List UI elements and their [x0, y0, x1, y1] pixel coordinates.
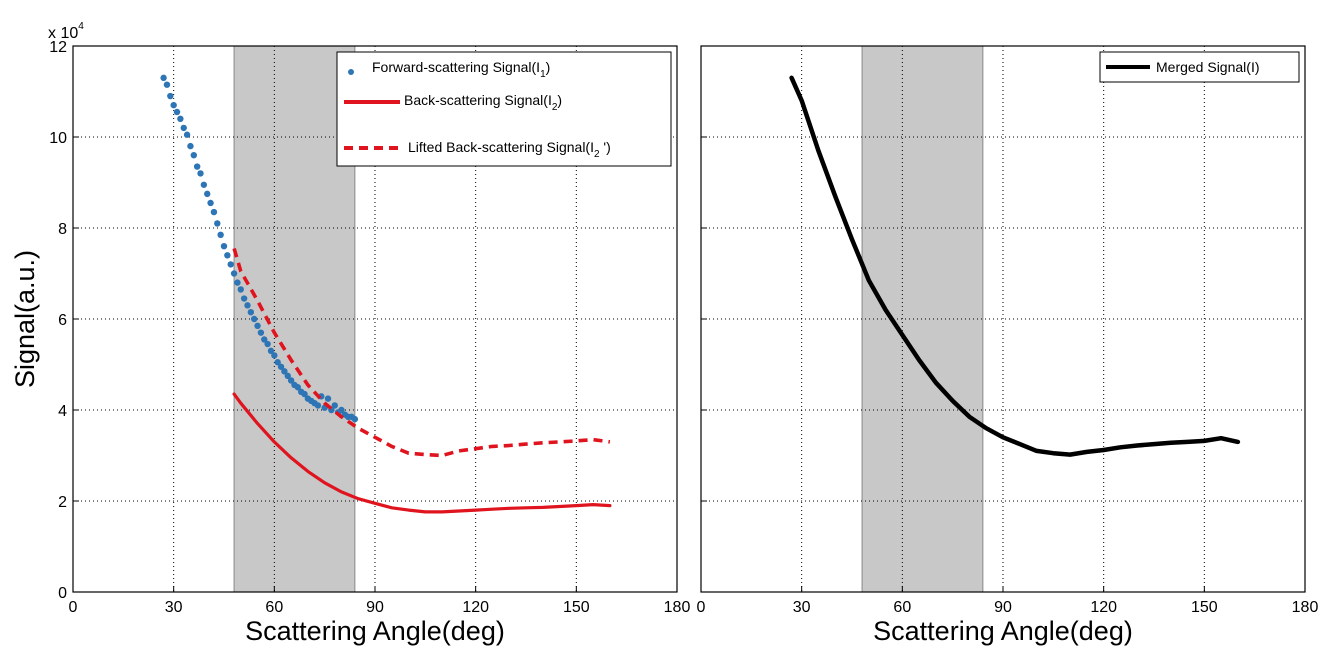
- left-x-axis-label: Scattering Angle(deg): [245, 616, 505, 646]
- y-tick-label: 12: [49, 39, 67, 56]
- series-forward-scattering: [160, 74, 359, 423]
- y-tick-label: 10: [49, 130, 67, 147]
- x-tick-label: 120: [1090, 599, 1117, 616]
- x-tick-label: 180: [664, 599, 691, 616]
- left-legend: Forward-scattering Signal(I1) Back-scatt…: [336, 51, 672, 167]
- data-point: [271, 352, 278, 359]
- series-lifted-back-scattering-line: [232, 247, 611, 458]
- y-tick-label: 0: [58, 585, 67, 602]
- data-point: [170, 101, 177, 109]
- data-point: [351, 415, 359, 423]
- data-point: [193, 163, 201, 170]
- legend-lifted-label: Lifted Back-scattering Signal(I2 '): [408, 139, 611, 160]
- data-point: [294, 384, 302, 391]
- y-tick-label: 6: [58, 312, 67, 329]
- data-point: [261, 336, 268, 343]
- data-point: [331, 402, 338, 409]
- data-point: [217, 231, 224, 239]
- x-tick-label: 90: [994, 599, 1012, 616]
- data-point: [207, 199, 214, 207]
- data-point: [177, 115, 184, 123]
- right-shaded-region: [861, 45, 984, 593]
- legend-item-forward-scattering: Forward-scattering Signal(I1): [348, 59, 550, 80]
- data-point: [264, 340, 271, 348]
- series-merged-signal-line: [789, 75, 1241, 457]
- shaded-region-rect: [861, 45, 984, 593]
- left-x-tick-labels: 0 30 60 90 120 150 180: [69, 586, 691, 616]
- data-point: [237, 286, 244, 293]
- left-series-group: [160, 74, 612, 514]
- x-tick-label: 90: [366, 599, 384, 616]
- right-legend: Merged Signal(I): [1099, 51, 1300, 83]
- data-point: [277, 363, 285, 370]
- x-tick-label: 30: [165, 599, 183, 616]
- right-series-group: [789, 75, 1241, 457]
- y-tick-label: 8: [58, 221, 67, 238]
- data-point: [267, 347, 275, 355]
- legend-back-label: Back-scattering Signal(I2): [404, 92, 562, 113]
- data-point: [163, 81, 171, 88]
- left-y-tick-labels: 0 2 4 6 8 10 12: [49, 39, 79, 602]
- data-point: [251, 315, 258, 323]
- legend-item-lifted-back-scattering: Lifted Back-scattering Signal(I2 '): [344, 139, 611, 160]
- left-y-multiplier: x 104: [48, 21, 84, 42]
- data-point: [210, 208, 218, 216]
- x-tick-label: 60: [893, 599, 911, 616]
- data-point: [254, 322, 261, 330]
- series-back-scattering-line: [232, 392, 612, 514]
- data-point: [227, 261, 234, 268]
- data-point: [257, 329, 265, 336]
- data-point: [173, 108, 181, 116]
- data-point: [200, 181, 208, 188]
- data-point: [314, 402, 322, 409]
- x-tick-label: 0: [697, 599, 706, 616]
- data-point: [324, 395, 332, 402]
- data-point: [301, 390, 308, 398]
- x-tick-label: 30: [793, 599, 811, 616]
- legend-merged-label: Merged Signal(I): [1156, 59, 1260, 75]
- data-point: [220, 243, 228, 250]
- data-point: [281, 368, 288, 375]
- right-x-tick-labels: 0 30 60 90 120 150 180: [697, 586, 1319, 616]
- right-grid: [701, 45, 1305, 593]
- data-point: [204, 190, 211, 198]
- data-point: [167, 92, 174, 100]
- right-x-axis-label: Scattering Angle(deg): [873, 616, 1133, 646]
- y-tick-label: 2: [58, 494, 67, 511]
- data-point: [197, 170, 204, 177]
- data-point: [287, 377, 295, 384]
- y-tick-label: 4: [58, 403, 67, 420]
- legend-forward-label: Forward-scattering Signal(I1): [372, 59, 550, 80]
- right-chart-panel: 0 30 60 90 120 150 180 Scattering Angle(deg) M…: [697, 45, 1319, 646]
- data-point: [284, 372, 291, 380]
- data-point: [180, 124, 187, 132]
- left-y-axis-label: Signal(a.u.): [10, 250, 40, 388]
- data-point: [214, 220, 221, 227]
- data-point: [160, 74, 167, 82]
- x-tick-label: 0: [69, 599, 78, 616]
- data-point: [244, 302, 251, 309]
- x-tick-label: 60: [265, 599, 283, 616]
- data-point: [190, 152, 197, 159]
- x-tick-label: 150: [1191, 599, 1218, 616]
- data-point: [183, 131, 191, 138]
- x-tick-label: 120: [462, 599, 489, 616]
- data-point: [234, 279, 241, 286]
- data-point: [187, 142, 194, 150]
- data-point: [224, 252, 231, 259]
- x-tick-label: 180: [1292, 599, 1319, 616]
- data-point: [247, 308, 255, 316]
- left-grid: [73, 46, 677, 592]
- data-point: [240, 295, 248, 302]
- data-point: [274, 359, 281, 366]
- data-point: [230, 270, 238, 277]
- data-point: [338, 406, 345, 414]
- left-chart-panel: 0 30 60 90 120 150 180 0 2 4 6 8 10 12 x 104 Scatter…: [10, 21, 690, 646]
- x-tick-label: 150: [563, 599, 590, 616]
- legend-forward-marker: [348, 69, 354, 75]
- legend-item-back-scattering: Back-scattering Signal(I2): [344, 92, 562, 113]
